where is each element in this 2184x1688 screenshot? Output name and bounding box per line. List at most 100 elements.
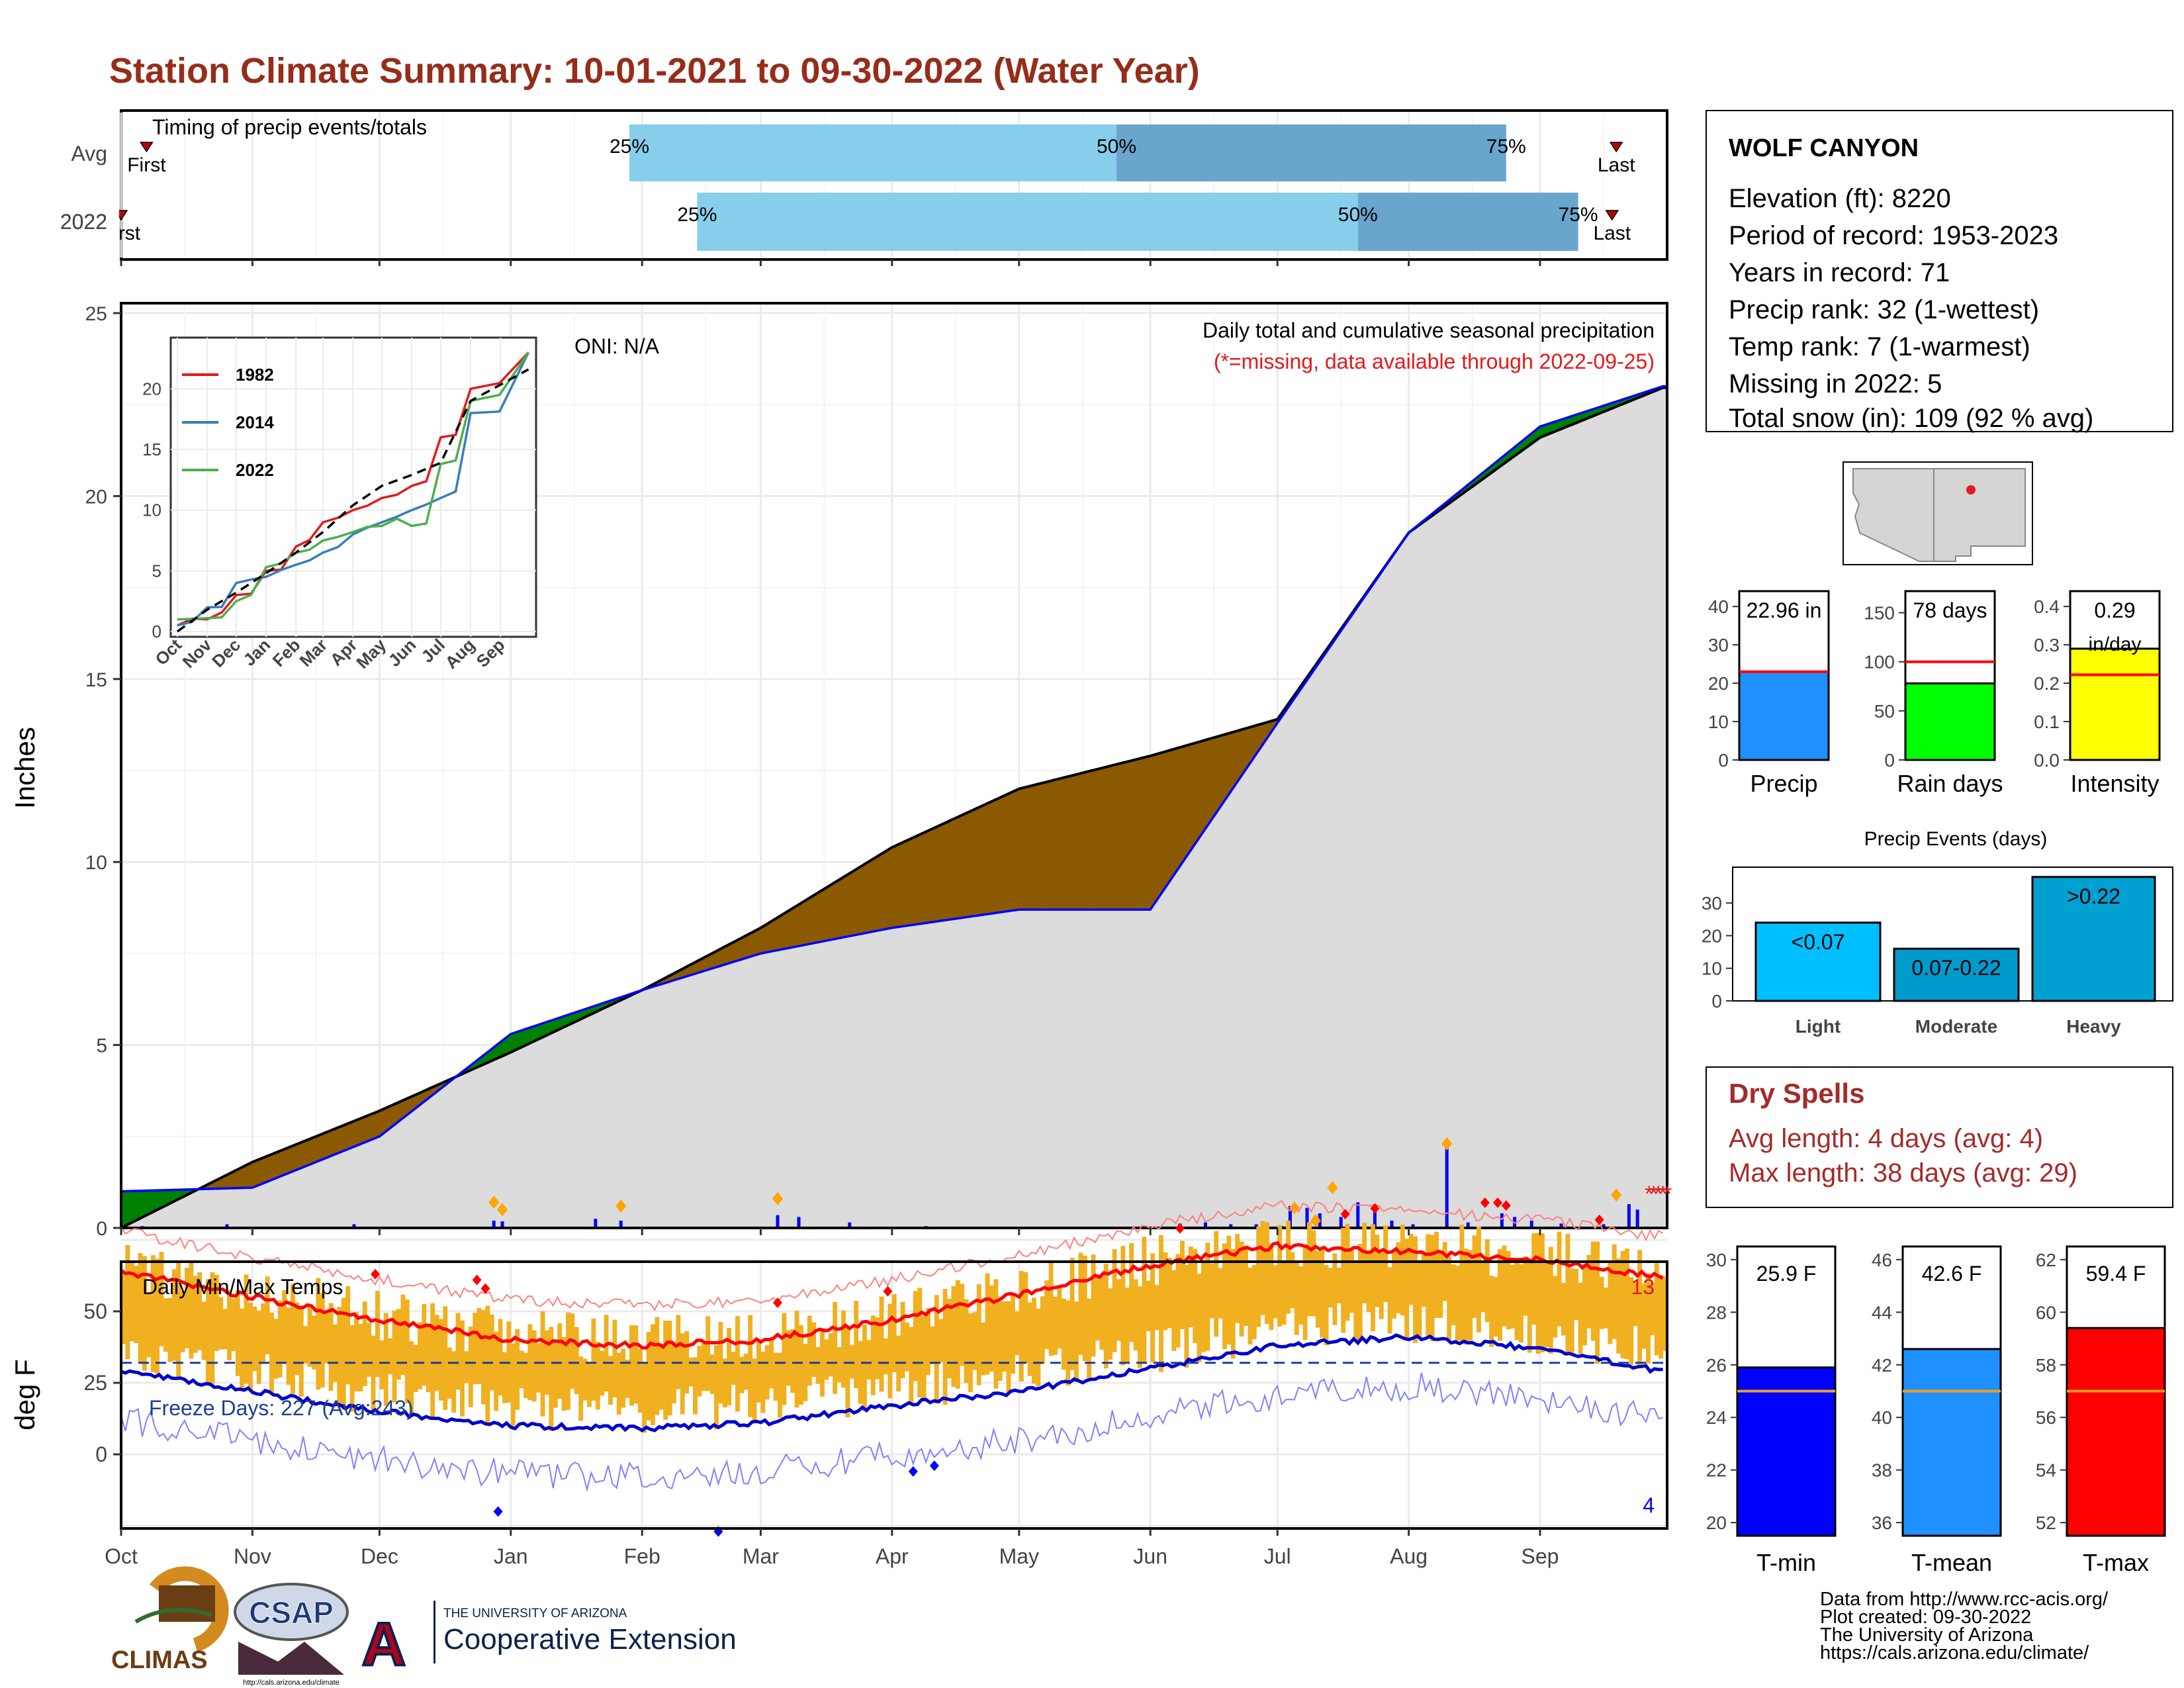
daily-temp-bar bbox=[616, 1352, 621, 1415]
daily-precip-bar bbox=[594, 1219, 598, 1228]
daily-temp-bar bbox=[155, 1258, 160, 1374]
summary-bar-value: 0.29 bbox=[2094, 598, 2135, 622]
daily-temp-bar bbox=[1379, 1252, 1384, 1319]
daily-temp-bar bbox=[600, 1350, 605, 1396]
daily-temp-bar bbox=[837, 1346, 842, 1383]
precip-event-bar-label: Moderate bbox=[1915, 1016, 1997, 1037]
daily-temp-bar bbox=[1455, 1265, 1460, 1341]
daily-precip-bar bbox=[1288, 1205, 1292, 1228]
daily-temp-bar bbox=[460, 1320, 465, 1417]
daily-temp-bar bbox=[655, 1317, 660, 1415]
temp-summary-bars: 20 22 24 26 28 30 25.9 F T-min 36 38 40 42 44 46 42.6 … bbox=[1706, 1245, 2166, 1576]
daily-temp-bar bbox=[1502, 1245, 1507, 1327]
daily-precip-bar bbox=[352, 1224, 356, 1228]
precip-ytick-label: 20 bbox=[85, 486, 107, 508]
daily-temp-bar bbox=[1112, 1249, 1117, 1352]
daily-temp-bar bbox=[1527, 1262, 1532, 1353]
precip-panel: 0 5 10 15 20 25 Inches ONI: N/A Daily total a… bbox=[9, 302, 1672, 1240]
timing-panel-label: Timing of precip events/totals bbox=[152, 115, 427, 139]
daily-temp-bar bbox=[159, 1252, 164, 1346]
daily-temp-bar bbox=[1069, 1257, 1075, 1371]
daily-temp-bar bbox=[1044, 1280, 1050, 1350]
daily-temp-bar bbox=[731, 1352, 736, 1385]
daily-temp-bar bbox=[142, 1256, 147, 1371]
daily-precip-bar bbox=[1602, 1224, 1606, 1228]
daily-temp-bar bbox=[307, 1305, 312, 1367]
daily-temp-bar bbox=[612, 1319, 617, 1398]
snow-marker bbox=[1441, 1137, 1453, 1150]
summary-bar bbox=[1736, 1366, 1837, 1537]
daily-temp-bar bbox=[261, 1303, 266, 1364]
station-name: WOLF CANYON bbox=[1729, 134, 1919, 162]
record-high-marker bbox=[1493, 1197, 1502, 1208]
daily-precip-bar bbox=[1445, 1143, 1449, 1228]
daily-temp-bar bbox=[820, 1328, 825, 1397]
daily-temp-bar bbox=[371, 1335, 376, 1413]
summary-bar-label: T-mean bbox=[1911, 1549, 1992, 1576]
daily-temp-bar bbox=[1116, 1279, 1121, 1341]
daily-temp-bar bbox=[383, 1313, 388, 1406]
summary-bar-tick-label: 10 bbox=[1708, 712, 1729, 732]
daily-temp-bar bbox=[1205, 1243, 1210, 1351]
daily-temp-bar bbox=[625, 1359, 630, 1398]
summary-bar-label: Rain days bbox=[1897, 770, 2003, 797]
daily-precip-bar bbox=[1390, 1220, 1394, 1228]
daily-temp-bar bbox=[1404, 1239, 1410, 1340]
daily-temp-bar bbox=[210, 1272, 215, 1387]
precip-missing-note: (*=missing, data available through 2022-… bbox=[1214, 350, 1655, 373]
daily-temp-bar bbox=[646, 1332, 651, 1421]
daily-precip-bar bbox=[1559, 1223, 1563, 1228]
daily-temp-bar bbox=[1451, 1264, 1456, 1325]
summary-bar-tick-label: 60 bbox=[2036, 1302, 2056, 1323]
daily-precip-bar bbox=[1203, 1222, 1207, 1228]
daily-temp-bar bbox=[1362, 1223, 1367, 1303]
daily-temp-bar bbox=[909, 1327, 914, 1403]
summary-bar-value: 22.96 in bbox=[1747, 598, 1822, 622]
daily-temp-bar bbox=[778, 1352, 782, 1418]
daily-temp-bar bbox=[782, 1313, 787, 1405]
daily-temp-bar bbox=[171, 1269, 177, 1361]
timing-row-label-2022: 2022 bbox=[60, 210, 107, 234]
avg-max-line bbox=[120, 1241, 1664, 1350]
daily-temp-bar bbox=[947, 1299, 952, 1379]
daily-temp-bar bbox=[578, 1356, 584, 1421]
daily-temp-bar bbox=[138, 1252, 143, 1362]
daily-temp-bar bbox=[1620, 1250, 1625, 1359]
daily-temp-bar bbox=[1366, 1254, 1371, 1313]
precip-base-area bbox=[121, 387, 1667, 1228]
daily-temp-bar bbox=[1569, 1268, 1574, 1356]
daily-temp-bar bbox=[570, 1313, 575, 1389]
summary-bar bbox=[1904, 682, 1996, 761]
daily-temp-bar bbox=[905, 1323, 909, 1372]
daily-temp-bar bbox=[1468, 1250, 1473, 1341]
daily-temp-bar bbox=[1265, 1222, 1269, 1324]
daily-temp-bar bbox=[341, 1297, 346, 1410]
daily-temp-bar bbox=[1413, 1236, 1418, 1343]
summary-bar bbox=[1738, 671, 1830, 761]
daily-temp-bar bbox=[1332, 1253, 1338, 1325]
station-line: Missing in 2022: 5 bbox=[1729, 369, 1942, 399]
daily-temp-bar bbox=[1489, 1276, 1494, 1347]
daily-temp-bar bbox=[324, 1311, 330, 1364]
daily-temp-bar bbox=[760, 1351, 766, 1413]
record-max-count: 13 bbox=[1631, 1275, 1655, 1299]
snow-marker bbox=[1327, 1181, 1338, 1195]
daily-temp-bar bbox=[866, 1340, 872, 1380]
daily-temp-bar bbox=[1582, 1264, 1587, 1346]
precip-event-bar-value: 0.07-0.22 bbox=[1911, 956, 2001, 980]
daily-temp-bar bbox=[608, 1356, 613, 1405]
summary-bar-label: Intensity bbox=[2070, 770, 2159, 797]
daily-temp-bar bbox=[400, 1294, 406, 1375]
daily-temp-bar bbox=[1586, 1254, 1592, 1329]
daily-temp-bar bbox=[494, 1331, 499, 1411]
daily-temp-bar bbox=[1142, 1237, 1147, 1364]
summary-bar-tick-label: 38 bbox=[1872, 1460, 1892, 1481]
daily-temp-bar bbox=[743, 1353, 749, 1390]
daily-temp-bar bbox=[1124, 1288, 1130, 1364]
daily-temp-bar bbox=[799, 1325, 803, 1405]
daily-temp-bar bbox=[1251, 1264, 1257, 1339]
daily-temp-bar bbox=[1553, 1276, 1558, 1338]
daily-temp-bar bbox=[727, 1327, 732, 1406]
summary-bar-tick-label: 30 bbox=[1706, 1250, 1727, 1270]
daily-temp-bar bbox=[1426, 1234, 1431, 1336]
